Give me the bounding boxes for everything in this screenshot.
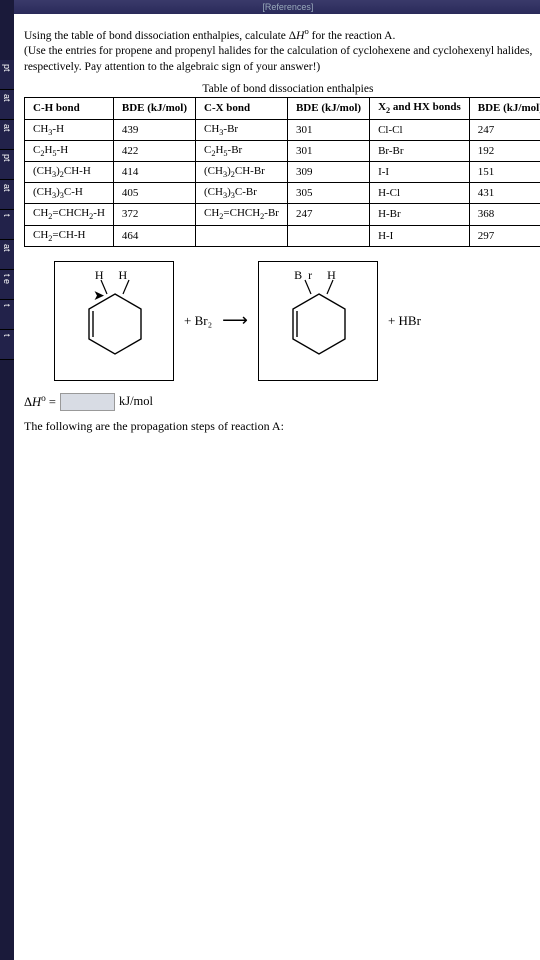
- product-molecule: Br H: [258, 261, 378, 381]
- table-row: (CH3)2CH-H414(CH3)2CH-Br309I-I151: [25, 161, 540, 182]
- reaction-scheme: H H ➤ + Br₂ ⟶ Br H: [54, 261, 540, 381]
- table-row: CH2=CH-H464H-I297: [25, 225, 540, 246]
- tab-item[interactable]: at: [0, 90, 14, 120]
- plus-product: + HBr: [388, 313, 421, 329]
- tab-item[interactable]: t: [0, 210, 14, 240]
- tab-item[interactable]: t: [0, 330, 14, 360]
- col-bde2: BDE (kJ/mol): [287, 98, 369, 119]
- intro-text: Using the table of bond dissociation ent…: [24, 26, 540, 75]
- reaction-arrow-icon: ⟶: [222, 310, 248, 331]
- col-xx: X2 and HX bonds: [370, 98, 470, 119]
- table-row: C2H5-H422C2H5-Br301Br-Br192: [25, 140, 540, 161]
- followup-text: The following are the propagation steps …: [24, 419, 540, 434]
- delta-h-label: ΔHo =: [24, 394, 56, 410]
- col-cx: C-X bond: [196, 98, 288, 119]
- tab-item[interactable]: t: [0, 300, 14, 330]
- units-label: kJ/mol: [119, 394, 153, 409]
- tab-item[interactable]: at: [0, 120, 14, 150]
- intro-part: (Use the entries for propene and propeny…: [24, 45, 532, 73]
- table-caption: Table of bond dissociation enthalpies: [24, 83, 540, 95]
- answer-input[interactable]: [60, 393, 115, 411]
- cursor-icon: ➤: [93, 288, 105, 305]
- side-tabs: pt at at pt at t at t e t t: [0, 0, 14, 960]
- tab-item[interactable]: at: [0, 180, 14, 210]
- table-row: (CH3)3C-H405(CH3)3C-Br305H-Cl431: [25, 183, 540, 204]
- plus-reagent: + Br₂: [184, 313, 212, 329]
- reactant-molecule: H H ➤: [54, 261, 174, 381]
- table-row: CH3-H439CH3-Br301Cl-Cl247: [25, 119, 540, 140]
- col-ch: C-H bond: [25, 98, 114, 119]
- atom-labels: H H: [55, 268, 173, 283]
- bde-table: C-H bond BDE (kJ/mol) C-X bond BDE (kJ/m…: [24, 97, 540, 246]
- table-row: CH2=CHCH2-H372CH2=CHCH2-Br247H-Br368: [25, 204, 540, 225]
- col-bde3: BDE (kJ/mol): [469, 98, 540, 119]
- intro-part: for the reaction A.: [309, 30, 396, 42]
- answer-row: ΔHo = kJ/mol: [24, 393, 540, 411]
- tab-item[interactable]: pt: [0, 150, 14, 180]
- tab-item[interactable]: at: [0, 240, 14, 270]
- col-bde1: BDE (kJ/mol): [113, 98, 195, 119]
- references-bar[interactable]: [References]: [14, 0, 540, 14]
- table-header-row: C-H bond BDE (kJ/mol) C-X bond BDE (kJ/m…: [25, 98, 540, 119]
- intro-part: Using the table of bond dissociation ent…: [24, 30, 296, 42]
- tab-item[interactable]: pt: [0, 60, 14, 90]
- atom-labels: Br H: [259, 268, 377, 283]
- tab-item[interactable]: t e: [0, 270, 14, 300]
- page-content: [References] Using the table of bond dis…: [14, 0, 540, 960]
